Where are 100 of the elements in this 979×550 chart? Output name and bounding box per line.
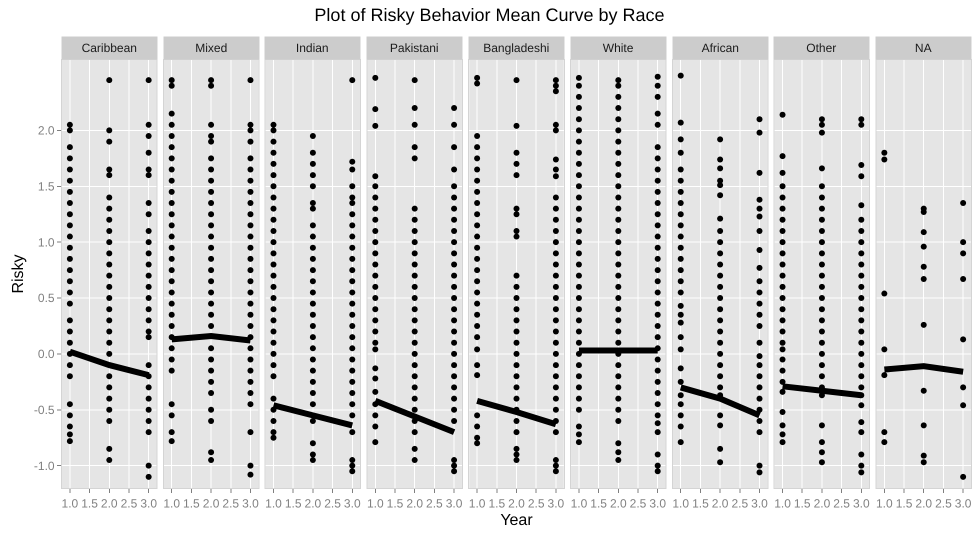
point bbox=[576, 216, 582, 223]
x-tick-label: 1.5 bbox=[81, 496, 98, 510]
point bbox=[106, 239, 112, 246]
point bbox=[451, 183, 458, 190]
point bbox=[372, 122, 378, 129]
point bbox=[858, 162, 864, 168]
point bbox=[66, 373, 73, 380]
point bbox=[412, 155, 418, 162]
point bbox=[717, 446, 724, 452]
point bbox=[858, 469, 864, 476]
point bbox=[310, 356, 316, 362]
point bbox=[106, 418, 112, 424]
point bbox=[818, 130, 825, 136]
point bbox=[146, 396, 152, 402]
point bbox=[66, 211, 73, 218]
point bbox=[552, 272, 559, 279]
point bbox=[310, 183, 316, 190]
point bbox=[66, 350, 73, 357]
point bbox=[208, 222, 214, 228]
point bbox=[654, 110, 661, 117]
x-tick-label: 3.0 bbox=[548, 496, 565, 510]
x-tick-label: 1.0 bbox=[366, 496, 384, 510]
point bbox=[372, 346, 378, 352]
point bbox=[270, 340, 276, 346]
point bbox=[372, 272, 378, 279]
point bbox=[412, 306, 418, 312]
point bbox=[208, 378, 214, 385]
point bbox=[412, 457, 418, 464]
point bbox=[576, 105, 582, 112]
x-tick-label: 1.5 bbox=[284, 496, 302, 510]
point bbox=[349, 278, 356, 284]
point bbox=[310, 390, 316, 396]
point bbox=[310, 244, 316, 251]
point bbox=[514, 295, 520, 302]
point bbox=[678, 120, 684, 126]
point bbox=[615, 172, 622, 178]
point bbox=[858, 429, 864, 436]
point bbox=[270, 262, 276, 268]
point bbox=[960, 276, 966, 282]
point bbox=[270, 172, 276, 178]
x-tick-label: 1.5 bbox=[692, 496, 710, 510]
point bbox=[920, 276, 927, 282]
point bbox=[514, 228, 520, 234]
point bbox=[451, 144, 458, 150]
point bbox=[756, 373, 763, 380]
point bbox=[412, 446, 418, 452]
point bbox=[881, 439, 888, 446]
point bbox=[168, 144, 175, 150]
point bbox=[247, 334, 254, 340]
point bbox=[858, 173, 864, 180]
point bbox=[858, 116, 864, 122]
point bbox=[66, 127, 73, 134]
point bbox=[372, 317, 378, 324]
point bbox=[552, 468, 559, 474]
point bbox=[780, 368, 786, 374]
point bbox=[349, 289, 356, 296]
point bbox=[818, 206, 825, 212]
point bbox=[576, 384, 582, 390]
point bbox=[717, 328, 724, 335]
point bbox=[412, 144, 418, 150]
point bbox=[615, 272, 622, 279]
point bbox=[66, 438, 73, 444]
point bbox=[552, 362, 559, 368]
point bbox=[451, 406, 458, 413]
point bbox=[576, 350, 582, 357]
point bbox=[349, 429, 356, 436]
point bbox=[451, 272, 458, 279]
point bbox=[756, 170, 763, 176]
point bbox=[270, 295, 276, 302]
point bbox=[270, 328, 276, 335]
point bbox=[960, 200, 966, 206]
point bbox=[168, 345, 175, 352]
point bbox=[474, 188, 480, 195]
point bbox=[270, 228, 276, 234]
x-tick-label: 3.0 bbox=[242, 496, 260, 510]
point bbox=[552, 166, 559, 173]
point bbox=[146, 462, 152, 469]
point bbox=[576, 262, 582, 268]
point bbox=[247, 211, 254, 218]
point bbox=[66, 289, 73, 296]
point bbox=[310, 200, 316, 206]
point bbox=[615, 384, 622, 390]
point bbox=[576, 439, 582, 446]
y-axis-title: Risky bbox=[10, 254, 27, 294]
point bbox=[654, 267, 661, 274]
point bbox=[208, 267, 214, 274]
point bbox=[858, 216, 864, 223]
point bbox=[615, 239, 622, 246]
point bbox=[372, 328, 378, 335]
point bbox=[552, 429, 559, 436]
point bbox=[552, 406, 559, 413]
point bbox=[474, 362, 480, 368]
point bbox=[858, 306, 864, 312]
point bbox=[756, 396, 763, 402]
point bbox=[247, 222, 254, 228]
point bbox=[654, 322, 661, 329]
x-tick-label: 3.0 bbox=[751, 496, 768, 510]
x-tick-label: 1.5 bbox=[386, 496, 404, 510]
point bbox=[717, 216, 724, 222]
point bbox=[451, 457, 458, 464]
